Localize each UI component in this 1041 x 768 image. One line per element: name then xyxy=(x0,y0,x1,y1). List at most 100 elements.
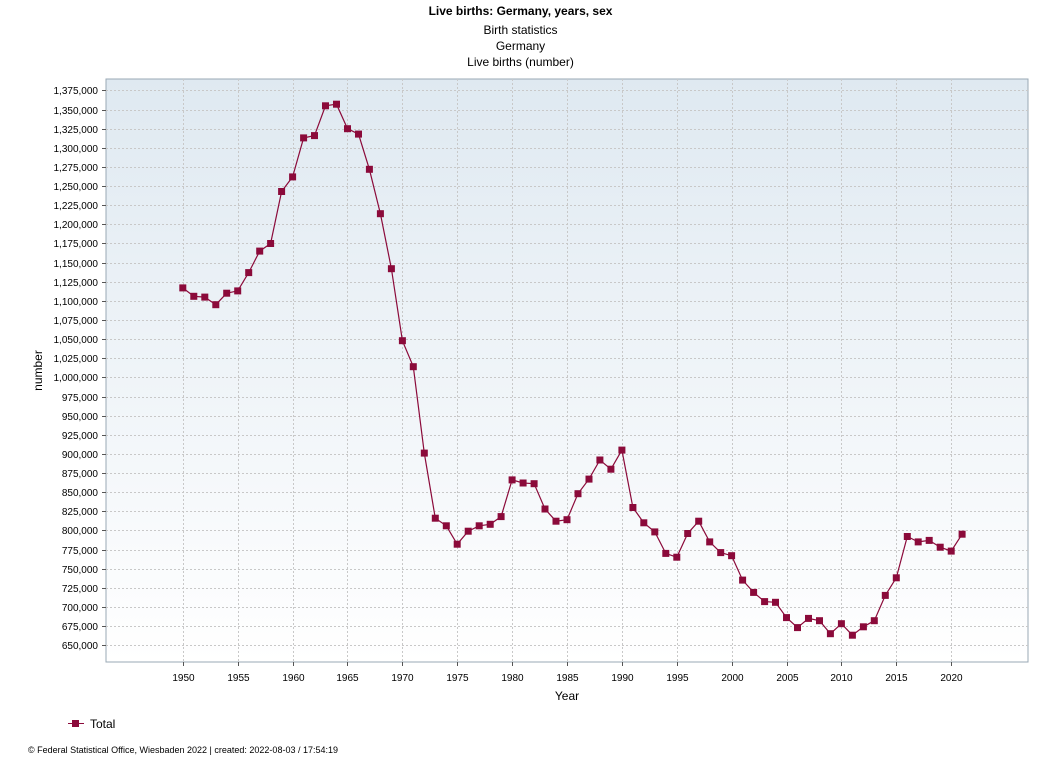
y-tick-label: 1,375,000 xyxy=(54,86,99,97)
data-point xyxy=(322,102,329,110)
y-tick-label: 900,000 xyxy=(62,450,99,461)
y-tick-label: 1,175,000 xyxy=(54,239,99,250)
data-point xyxy=(629,504,637,511)
data-point xyxy=(486,520,494,528)
data-point xyxy=(750,588,758,596)
data-point xyxy=(794,624,801,632)
data-point xyxy=(761,598,769,606)
data-point xyxy=(870,617,878,625)
y-tick-label: 1,200,000 xyxy=(54,220,99,231)
data-point xyxy=(826,630,834,638)
chart-subtitle-3: Live births (number) xyxy=(467,55,574,69)
data-point xyxy=(289,173,297,181)
data-point xyxy=(881,591,889,599)
data-point xyxy=(464,527,472,535)
data-point xyxy=(728,552,736,560)
data-point xyxy=(355,130,362,138)
chart-subtitle-2: Germany xyxy=(495,39,546,53)
x-tick-label: 1985 xyxy=(556,673,579,684)
y-axis-label: number xyxy=(31,350,45,391)
x-tick-label: 1970 xyxy=(391,673,414,684)
data-point xyxy=(684,530,692,537)
data-point xyxy=(662,549,670,557)
x-tick-label: 1960 xyxy=(282,673,305,684)
data-point xyxy=(574,490,582,498)
data-point xyxy=(717,549,725,557)
data-point xyxy=(936,543,944,551)
y-tick-label: 1,350,000 xyxy=(54,106,99,117)
y-tick-label: 1,325,000 xyxy=(54,125,99,136)
y-tick-label: 1,075,000 xyxy=(54,316,99,327)
data-point xyxy=(376,210,384,218)
data-point xyxy=(563,516,571,524)
data-point xyxy=(837,620,845,628)
y-tick-label: 750,000 xyxy=(62,565,99,576)
data-point xyxy=(596,456,604,464)
data-point xyxy=(739,576,747,584)
data-point xyxy=(519,479,527,487)
y-tick-label: 1,250,000 xyxy=(54,182,99,193)
chart-subtitle-1: Birth statistics xyxy=(483,23,558,37)
y-tick-label: 675,000 xyxy=(62,622,99,633)
data-point xyxy=(365,165,373,173)
y-tick-label: 825,000 xyxy=(62,507,99,518)
y-tick-label: 800,000 xyxy=(62,526,99,537)
x-tick-label: 2010 xyxy=(830,673,853,684)
y-tick-label: 1,150,000 xyxy=(54,259,99,270)
legend-label-total: Total xyxy=(90,717,116,731)
legend-swatch xyxy=(68,718,84,730)
x-tick-label: 1980 xyxy=(501,673,524,684)
data-point xyxy=(497,513,505,521)
data-point xyxy=(783,614,790,622)
chart-legend[interactable]: Total xyxy=(68,716,115,732)
y-tick-label: 850,000 xyxy=(62,488,99,499)
data-point xyxy=(958,530,966,538)
data-point xyxy=(530,480,538,488)
plot-area xyxy=(105,78,1029,663)
data-point xyxy=(179,284,187,292)
x-tick-label: 1965 xyxy=(336,673,359,684)
y-tick-label: 950,000 xyxy=(62,412,99,423)
data-point xyxy=(453,540,461,548)
x-tick-label: 2020 xyxy=(940,673,963,684)
data-point xyxy=(848,631,856,639)
data-point xyxy=(442,522,450,530)
data-point xyxy=(552,517,560,525)
data-point xyxy=(673,553,681,561)
data-point xyxy=(816,617,823,625)
data-point xyxy=(420,449,428,457)
x-tick-label: 2015 xyxy=(885,673,908,684)
data-point xyxy=(311,132,318,140)
data-point xyxy=(431,514,439,522)
x-tick-label: 1990 xyxy=(611,673,634,684)
data-point xyxy=(234,287,242,295)
data-point xyxy=(508,476,516,484)
y-tick-label: 1,100,000 xyxy=(54,297,99,308)
y-tick-label: 725,000 xyxy=(62,584,99,595)
data-point xyxy=(947,547,955,555)
data-point xyxy=(772,598,779,606)
data-point xyxy=(903,533,911,540)
x-tick-label: 1975 xyxy=(446,673,469,684)
chart-title: Live births: Germany, years, sex xyxy=(428,4,613,18)
data-point xyxy=(640,519,648,527)
data-point xyxy=(256,247,264,255)
x-tick-label: 1955 xyxy=(227,673,250,684)
data-point xyxy=(333,100,340,108)
data-point xyxy=(651,528,659,536)
data-point xyxy=(212,301,220,309)
y-tick-label: 1,275,000 xyxy=(54,163,99,174)
y-tick-label: 1,125,000 xyxy=(54,278,99,289)
data-point xyxy=(245,269,253,277)
data-point xyxy=(475,522,483,530)
copyright-footer: © Federal Statistical Office, Wiesbaden … xyxy=(28,745,338,755)
data-point xyxy=(201,293,209,301)
x-tick-label: 1995 xyxy=(666,673,689,684)
x-tick-label: 2000 xyxy=(721,673,744,684)
data-point xyxy=(278,188,286,195)
y-tick-label: 975,000 xyxy=(62,393,99,404)
data-point xyxy=(706,538,714,546)
y-tick-label: 925,000 xyxy=(62,431,99,442)
data-point xyxy=(914,538,922,546)
